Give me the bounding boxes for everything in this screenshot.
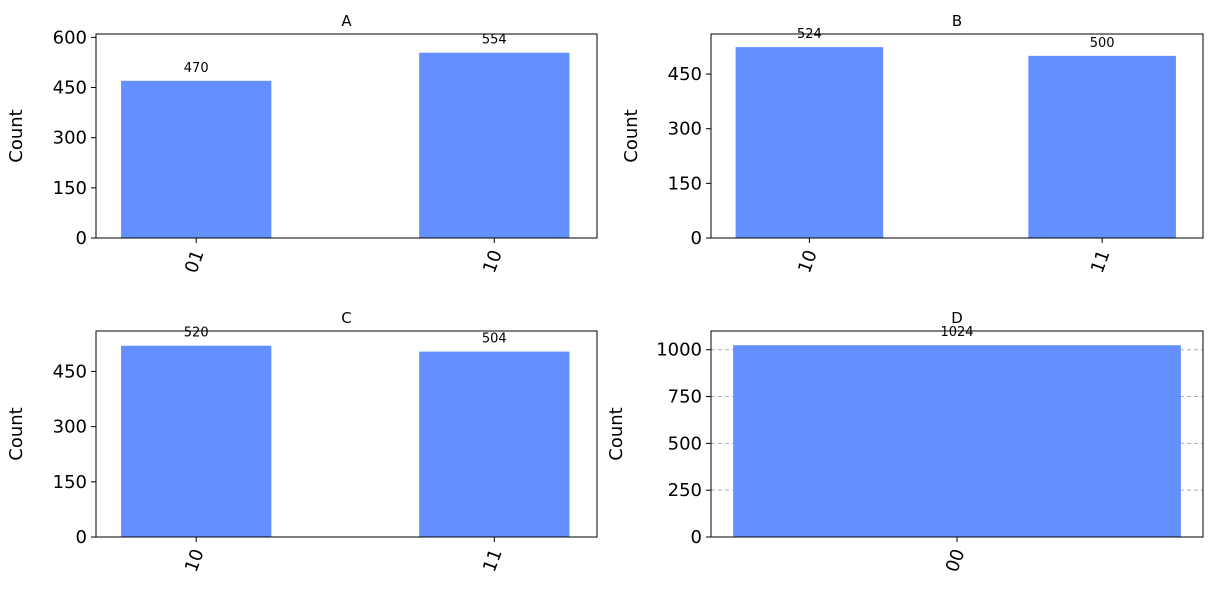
y-tick-label: 1000 bbox=[656, 340, 702, 361]
chart-title: A bbox=[341, 12, 352, 30]
y-tick-label: 150 bbox=[668, 173, 702, 194]
axes-frame bbox=[95, 330, 598, 538]
bar-value-label: 470 bbox=[184, 61, 209, 76]
y-axis-label: Count bbox=[6, 109, 27, 162]
bar bbox=[735, 47, 884, 238]
y-tick-label: 0 bbox=[76, 228, 87, 249]
bar bbox=[419, 351, 570, 537]
y-axis-label: Count bbox=[6, 407, 27, 460]
chart-title: B bbox=[952, 12, 962, 30]
bar-value-label: 504 bbox=[482, 332, 507, 347]
y-axis-label: Count bbox=[606, 407, 627, 460]
bar bbox=[419, 52, 570, 238]
x-tick-label: 00 bbox=[942, 546, 970, 575]
x-tick-label: 01 bbox=[181, 247, 209, 276]
y-tick-label: 750 bbox=[668, 387, 702, 408]
chart-panel-b: 524 500 0 150 300 450 10 11 B Count bbox=[621, 12, 1204, 276]
y-tick-label: 300 bbox=[668, 119, 702, 140]
bar-value-label: 554 bbox=[482, 33, 507, 48]
y-tick-label: 450 bbox=[53, 78, 87, 99]
y-tick-label: 450 bbox=[53, 361, 87, 382]
chart-panel-c: 520 504 0 150 300 450 10 11 C Count bbox=[6, 309, 598, 575]
chart-title: D bbox=[951, 309, 963, 327]
y-tick-label: 150 bbox=[53, 472, 87, 493]
axes-frame bbox=[710, 33, 1204, 239]
y-tick-label: 450 bbox=[668, 64, 702, 85]
x-tick-label: 10 bbox=[181, 546, 209, 575]
bar-value-label: 524 bbox=[797, 27, 822, 42]
x-tick-label: 11 bbox=[1087, 247, 1115, 276]
bar bbox=[733, 345, 1181, 537]
axes-frame bbox=[95, 33, 598, 239]
x-tick-label: 10 bbox=[479, 247, 507, 276]
y-tick-label: 0 bbox=[76, 527, 87, 548]
y-axis-label: Count bbox=[621, 109, 642, 162]
y-tick-label: 0 bbox=[691, 527, 702, 548]
y-tick-label: 150 bbox=[53, 178, 87, 199]
bar bbox=[121, 345, 272, 537]
bar bbox=[1028, 55, 1176, 238]
bar-value-label: 520 bbox=[184, 326, 209, 341]
y-tick-label: 0 bbox=[691, 228, 702, 249]
bar-value-label: 1024 bbox=[940, 325, 973, 340]
chart-panel-a: 470 554 0 150 300 450 600 01 10 A Count bbox=[6, 12, 598, 276]
y-tick-label: 600 bbox=[53, 27, 87, 48]
bar bbox=[121, 80, 272, 238]
x-tick-label: 11 bbox=[479, 546, 507, 575]
chart-panel-d: 1024 0 250 500 750 1000 00 D Count bbox=[606, 309, 1204, 575]
y-tick-label: 300 bbox=[53, 128, 87, 149]
y-tick-label: 250 bbox=[668, 480, 702, 501]
x-tick-label: 10 bbox=[794, 247, 822, 276]
y-tick-label: 300 bbox=[53, 417, 87, 438]
y-tick-label: 500 bbox=[668, 433, 702, 454]
chart-title: C bbox=[341, 309, 351, 327]
bar-value-label: 500 bbox=[1090, 36, 1115, 51]
